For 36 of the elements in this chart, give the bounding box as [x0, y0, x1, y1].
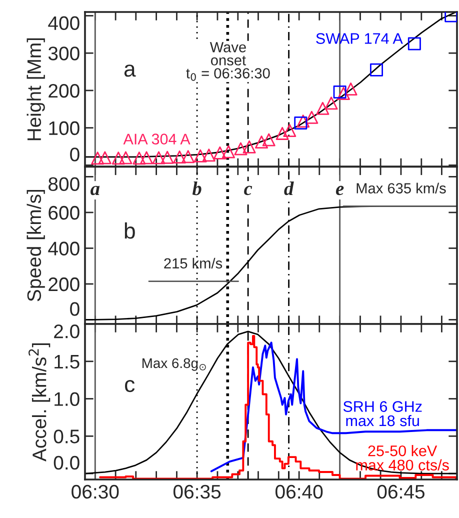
text: Wave onset t$_{0}$ = 06:36:30: [186, 42, 270, 81]
annotation: 215 km/s: [164, 258, 222, 269]
y-tick-label: 0.0: [54, 456, 80, 470]
y-tick-label: 0: [70, 302, 80, 316]
y-tick-label: 2.0: [54, 324, 80, 338]
y-tick-label: 600: [48, 206, 80, 220]
y-tick-label: 100: [49, 121, 80, 136]
y-axis-title: Accel. [km/s$^{2}$]: [28, 343, 50, 462]
y-tick-label: 0.5: [54, 430, 80, 444]
y-tick-label: 200: [48, 277, 80, 292]
y-axis-title: Speed [km/s]: [26, 190, 45, 302]
x-tick-label: 06:45: [377, 484, 424, 499]
y-tick-label: 1.0: [54, 392, 80, 406]
ref-line-label: c: [244, 186, 252, 196]
annotation: Max 635 km/s: [356, 182, 446, 194]
annotation: c: [125, 380, 135, 392]
ref-line-label: b: [192, 181, 202, 196]
ref-line-label: d: [284, 181, 294, 196]
y-tick-label: 200: [48, 84, 80, 98]
ref-line-label: e: [336, 186, 344, 196]
y-tick-label: 0: [70, 148, 80, 162]
ref-line-label: a: [90, 186, 100, 196]
y-tick-label: 300: [48, 46, 80, 60]
x-tick-label: 06:30: [72, 484, 119, 499]
y-tick-label: 800: [48, 177, 80, 191]
x-tick-label: 06:35: [173, 484, 221, 499]
y-axis-title: Height [Mm]: [26, 38, 45, 140]
annotation: b: [124, 222, 135, 239]
y-tick-label: 1.5: [54, 355, 80, 369]
series-label: AIA 304 A: [123, 134, 190, 144]
annotation: Max 6.8g$_{⊙}$: [142, 358, 206, 371]
series-label: SRH 6 GHz max 18 sfu: [343, 401, 422, 426]
x-tick-label: 06:40: [276, 484, 323, 499]
y-tick-label: 400: [48, 16, 80, 30]
annotation: a: [124, 64, 136, 77]
y-tick-label: 400: [48, 242, 80, 256]
